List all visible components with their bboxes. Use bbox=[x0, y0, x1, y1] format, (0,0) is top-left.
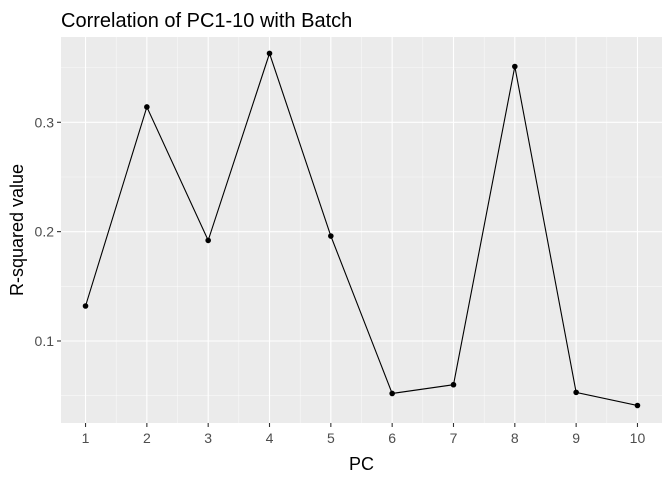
minor-gridlines bbox=[61, 37, 662, 423]
data-point bbox=[450, 381, 457, 388]
data-point bbox=[82, 303, 89, 309]
data-point bbox=[144, 104, 150, 110]
x-tick-label: 2 bbox=[143, 430, 151, 446]
x-tick-label: 4 bbox=[266, 430, 274, 446]
x-tick-label: 7 bbox=[450, 430, 458, 446]
data-point bbox=[512, 63, 518, 70]
x-tick-label: 10 bbox=[630, 430, 646, 446]
x-tick-label: 6 bbox=[388, 430, 396, 446]
data-point bbox=[205, 237, 211, 244]
y-tick-label: 0.3 bbox=[35, 114, 55, 130]
series-layer bbox=[82, 50, 641, 409]
data-point bbox=[389, 390, 395, 397]
data-point bbox=[573, 389, 579, 396]
y-axis: 0.1 0.2 0.3 bbox=[35, 114, 61, 349]
x-tick-label: 5 bbox=[327, 430, 335, 446]
x-tick-label: 1 bbox=[82, 430, 90, 446]
data-point bbox=[266, 50, 273, 57]
x-tick-label: 8 bbox=[511, 430, 519, 446]
y-tick-label: 0.1 bbox=[35, 333, 55, 349]
major-gridlines bbox=[61, 37, 662, 423]
y-tick-label: 0.2 bbox=[35, 224, 55, 240]
x-axis-label: PC bbox=[349, 454, 374, 474]
data-point bbox=[328, 233, 334, 239]
chart-title: Correlation of PC1-10 with Batch bbox=[61, 10, 352, 32]
series-line bbox=[85, 51, 638, 407]
x-axis: 1 2 3 4 5 6 7 8 9 10 bbox=[82, 423, 646, 446]
y-axis-label: R-squared value bbox=[7, 164, 27, 296]
data-point bbox=[634, 402, 641, 409]
x-tick-label: 9 bbox=[572, 430, 580, 446]
x-tick-label: 3 bbox=[204, 430, 212, 446]
